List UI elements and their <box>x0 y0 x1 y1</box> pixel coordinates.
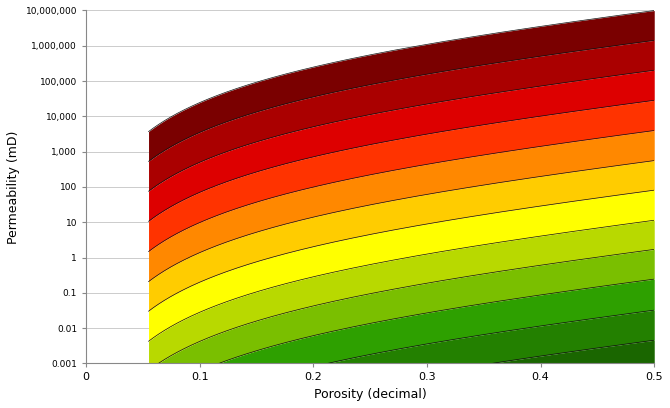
X-axis label: Porosity (decimal): Porosity (decimal) <box>314 388 427 401</box>
Y-axis label: Permeability (mD): Permeability (mD) <box>7 130 20 244</box>
